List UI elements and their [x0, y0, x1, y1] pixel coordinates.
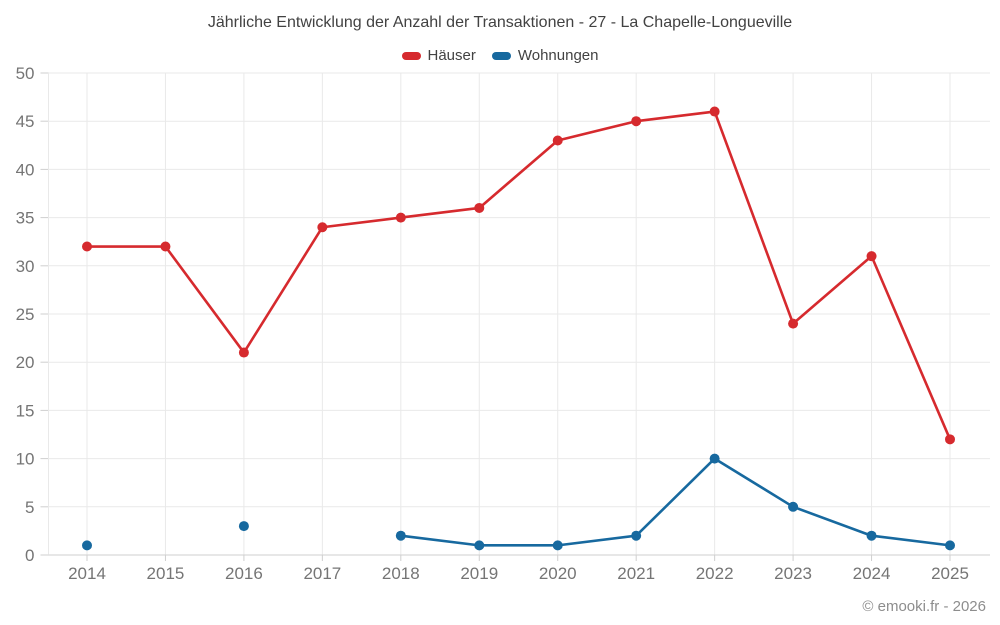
data-point-wohnungen-2018	[395, 530, 406, 541]
y-tick-label: 30	[16, 257, 35, 276]
data-point-wohnungen-2019	[474, 540, 485, 551]
data-point-wohnungen-2024	[866, 530, 877, 541]
data-point-huser-2025	[945, 434, 955, 445]
copyright-text: © emooki.fr - 2026	[862, 598, 986, 615]
data-point-wohnungen-2021	[631, 530, 642, 541]
legend-item-wohnungen[interactable]: Wohnungen	[491, 47, 599, 64]
x-tick-label: 2022	[696, 564, 734, 583]
y-tick-label: 20	[16, 353, 35, 372]
series-line-wohnungen	[399, 457, 952, 547]
y-tick-label: 35	[16, 209, 35, 228]
hauser-series-swatch	[401, 51, 421, 60]
data-point-huser-2019	[474, 202, 485, 213]
x-tick-label: 2019	[460, 564, 498, 583]
x-tick-label: 2015	[147, 564, 185, 583]
data-point-huser-2023	[788, 318, 799, 329]
x-tick-label: 2021	[617, 564, 655, 583]
data-point-wohnungen-2016	[238, 521, 249, 532]
y-tick-label: 45	[16, 112, 35, 131]
data-point-huser-2017	[317, 222, 328, 233]
data-point-huser-2022	[709, 106, 720, 117]
legend: Häuser Wohnungen	[0, 47, 1000, 64]
y-tick-label: 40	[16, 160, 35, 179]
x-tick-label: 2018	[382, 564, 420, 583]
data-point-wohnungen-2014	[82, 540, 92, 551]
y-tick-label: 50	[16, 64, 35, 83]
data-point-huser-2016	[238, 347, 249, 358]
x-tick-label: 2020	[539, 564, 577, 583]
data-point-huser-2020	[552, 135, 563, 146]
data-point-huser-2021	[631, 116, 642, 127]
y-tick-label: 15	[16, 401, 35, 420]
legend-label-hauser: Häuser	[427, 47, 476, 64]
y-tick-label: 0	[25, 546, 34, 565]
legend-label-wohnungen: Wohnungen	[517, 47, 599, 64]
data-point-wohnungen-2025	[945, 540, 955, 551]
x-tick-label: 2014	[68, 564, 106, 583]
x-tick-label: 2024	[853, 564, 891, 583]
data-point-huser-2024	[866, 251, 877, 262]
data-point-huser-2015	[160, 241, 171, 252]
data-point-huser-2014	[82, 241, 92, 252]
series-line-huser	[85, 110, 952, 441]
chart-title: Jährliche Entwicklung der Anzahl der Tra…	[207, 14, 793, 31]
y-tick-label: 5	[25, 498, 34, 517]
legend-item-hauser[interactable]: Häuser	[401, 47, 476, 64]
data-point-wohnungen-2020	[552, 540, 563, 551]
data-point-wohnungen-2022	[709, 453, 720, 464]
x-tick-label: 2025	[931, 564, 969, 583]
y-tick-label: 10	[16, 450, 35, 469]
x-tick-label: 2023	[774, 564, 812, 583]
x-tick-label: 2016	[225, 564, 263, 583]
data-point-huser-2018	[395, 212, 406, 223]
data-point-wohnungen-2023	[788, 501, 799, 512]
y-tick-label: 25	[16, 305, 35, 324]
x-tick-label: 2017	[303, 564, 341, 583]
wohnungen-series-swatch	[491, 51, 511, 60]
